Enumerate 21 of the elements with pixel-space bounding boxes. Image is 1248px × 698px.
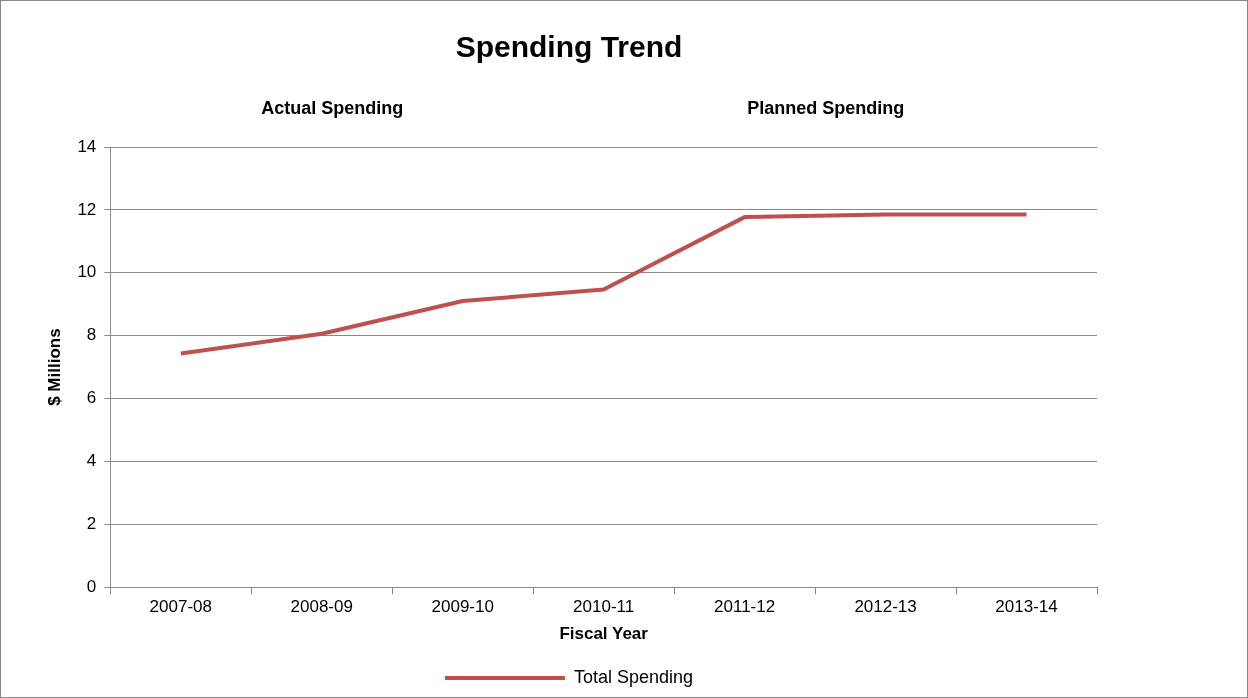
y-tick-label: 4: [86, 451, 97, 471]
y-tick-label: 8: [86, 325, 97, 345]
x-tick-label: 2009-10: [431, 597, 494, 617]
y-tick-label: 12: [77, 199, 97, 219]
text: Total Spending: [573, 666, 694, 687]
x-tick-label: 2011-12: [714, 597, 776, 617]
x-tick-label: 2010-11: [573, 597, 635, 617]
y-tick-label: 10: [77, 262, 97, 282]
x-tick-label: 2013-14: [995, 597, 1058, 617]
text: Actual Spending: [261, 97, 404, 118]
text: Planned Spending: [747, 97, 905, 118]
y-tick-label: 2: [86, 514, 97, 533]
x-tick-label: 2007-08: [149, 597, 212, 617]
x-axis-title: Fiscal Year: [559, 624, 649, 644]
y-axis-title: $ Millions: [44, 328, 64, 406]
y-tick-label: 0: [86, 576, 97, 596]
x-tick-label: 2012-13: [854, 597, 917, 617]
x-tick-label: 2008-09: [290, 597, 353, 617]
y-tick-label: 14: [77, 136, 97, 156]
chart-title: Spending Trend: [455, 30, 683, 64]
y-tick-label: 6: [86, 388, 97, 408]
